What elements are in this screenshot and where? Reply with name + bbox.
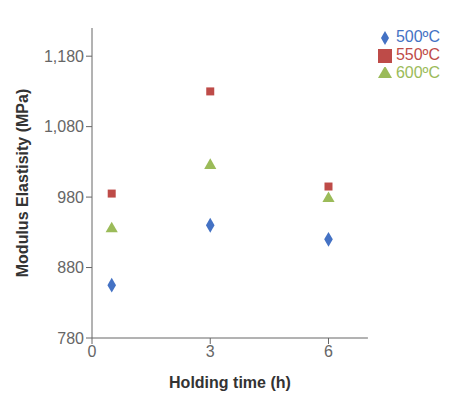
html-text:500ºC: 500ºC [395, 28, 440, 45]
svg-text:6: 6 [324, 343, 333, 360]
svg-text:1,080: 1,080 [44, 118, 84, 135]
svg-text:Modulus Elastisity (MPa): Modulus Elastisity (MPa) [14, 89, 31, 277]
svg-text:780: 780 [57, 330, 84, 347]
svg-text:0: 0 [88, 343, 97, 360]
svg-text:3: 3 [206, 343, 215, 360]
html-text:550ºC: 550ºC [395, 46, 440, 63]
svg-text:Holding time (h): Holding time (h) [169, 374, 291, 391]
svg-text:1,180: 1,180 [44, 48, 84, 65]
html-text:600ºC: 600ºC [395, 64, 440, 81]
svg-text:880: 880 [57, 259, 84, 276]
svg-text:980: 980 [57, 189, 84, 206]
